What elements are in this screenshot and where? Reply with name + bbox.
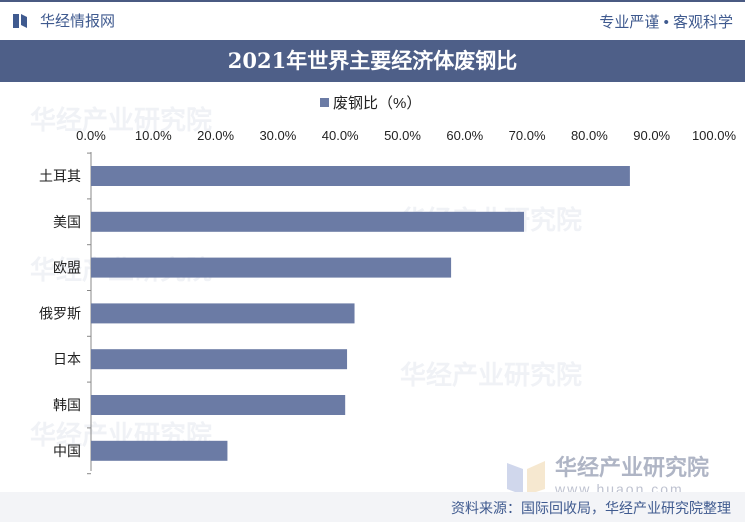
x-tick-label: 70.0%	[509, 128, 546, 143]
category-label: 日本	[53, 352, 81, 368]
bar	[91, 349, 348, 370]
x-tick-label: 50.0%	[384, 128, 421, 143]
x-tick-label: 30.0%	[259, 128, 296, 143]
category-label: 俄罗斯	[39, 306, 81, 322]
category-label: 土耳其	[39, 169, 81, 185]
watermark-logo: 华经产业研究院 www.huaon.com	[505, 455, 709, 497]
category-label: 中国	[53, 444, 81, 460]
source-note: 资料来源：国际回收局，华经产业研究院整理	[451, 500, 731, 516]
header-top-line	[0, 0, 745, 2]
category-label: 欧盟	[53, 261, 81, 277]
legend: 废钢比（%）	[320, 92, 421, 113]
brand-logo-icon	[13, 13, 27, 28]
bar-chart: 0.0% 10.0% 20.0% 30.0% 40.0% 50.0% 60.0% 70.0% 8…	[39, 128, 737, 475]
tagline: 专业严谨 • 客观科学	[599, 14, 733, 31]
chart-title: 2021年世界主要经济体废钢比	[0, 40, 745, 82]
x-tick-label: 20.0%	[197, 128, 234, 143]
watermark-logo-icon	[507, 461, 545, 495]
x-tick-label: 60.0%	[446, 128, 483, 143]
bar	[91, 303, 355, 324]
x-tick-label: 80.0%	[571, 128, 608, 143]
bar	[91, 166, 630, 186]
bar	[91, 440, 228, 461]
x-tick-label: 10.0%	[135, 128, 172, 143]
footer: 资料来源：国际回收局，华经产业研究院整理	[0, 492, 745, 522]
x-tick-label: 90.0%	[633, 128, 670, 143]
watermark-logo-name: 华经产业研究院	[555, 455, 710, 480]
category-label: 韩国	[53, 398, 81, 414]
x-tick-label: 0.0%	[76, 128, 106, 143]
bar	[91, 395, 346, 415]
category-label: 美国	[53, 215, 81, 231]
legend-label: 废钢比（%）	[333, 95, 422, 112]
bar	[91, 211, 524, 232]
x-tick-label: 40.0%	[322, 128, 359, 143]
brand: 华经情报网	[12, 10, 115, 31]
bar	[91, 257, 452, 278]
legend-swatch	[320, 98, 329, 107]
x-tick-label: 100.0%	[692, 128, 737, 143]
header-bar: 华经情报网 专业严谨 • 客观科学	[0, 0, 745, 40]
brand-name: 华经情报网	[40, 13, 116, 30]
